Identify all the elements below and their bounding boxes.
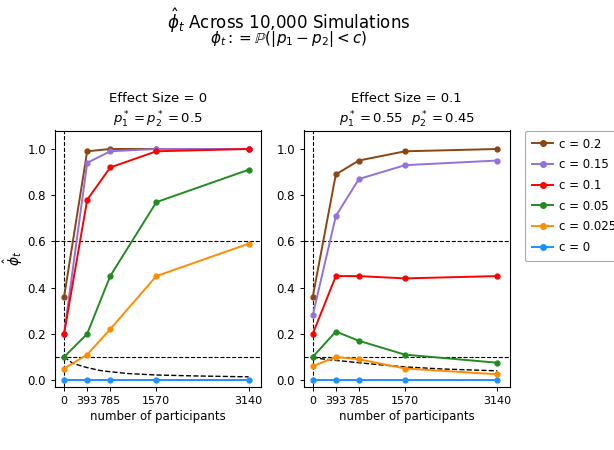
- X-axis label: number of participants: number of participants: [90, 410, 226, 423]
- Title: Effect Size = 0
$p_1^* = p_2^* = 0.5$: Effect Size = 0 $p_1^* = p_2^* = 0.5$: [109, 92, 207, 130]
- Title: Effect Size = 0.1
$p_1^* = 0.55\ \ p_2^* = 0.45$: Effect Size = 0.1 $p_1^* = 0.55\ \ p_2^*…: [339, 92, 475, 130]
- X-axis label: number of participants: number of participants: [339, 410, 475, 423]
- Y-axis label: $\hat{\phi}_t$: $\hat{\phi}_t$: [2, 251, 25, 266]
- Text: $\hat{\phi}_t$ Across 10,000 Simulations: $\hat{\phi}_t$ Across 10,000 Simulations: [167, 7, 410, 36]
- Legend: c = 0.2, c = 0.15, c = 0.1, c = 0.05, c = 0.025, c = 0: c = 0.2, c = 0.15, c = 0.1, c = 0.05, c …: [525, 130, 614, 261]
- Text: $\phi_t := \mathbb{P}(|p_1 - p_2| < c)$: $\phi_t := \mathbb{P}(|p_1 - p_2| < c)$: [210, 29, 367, 49]
